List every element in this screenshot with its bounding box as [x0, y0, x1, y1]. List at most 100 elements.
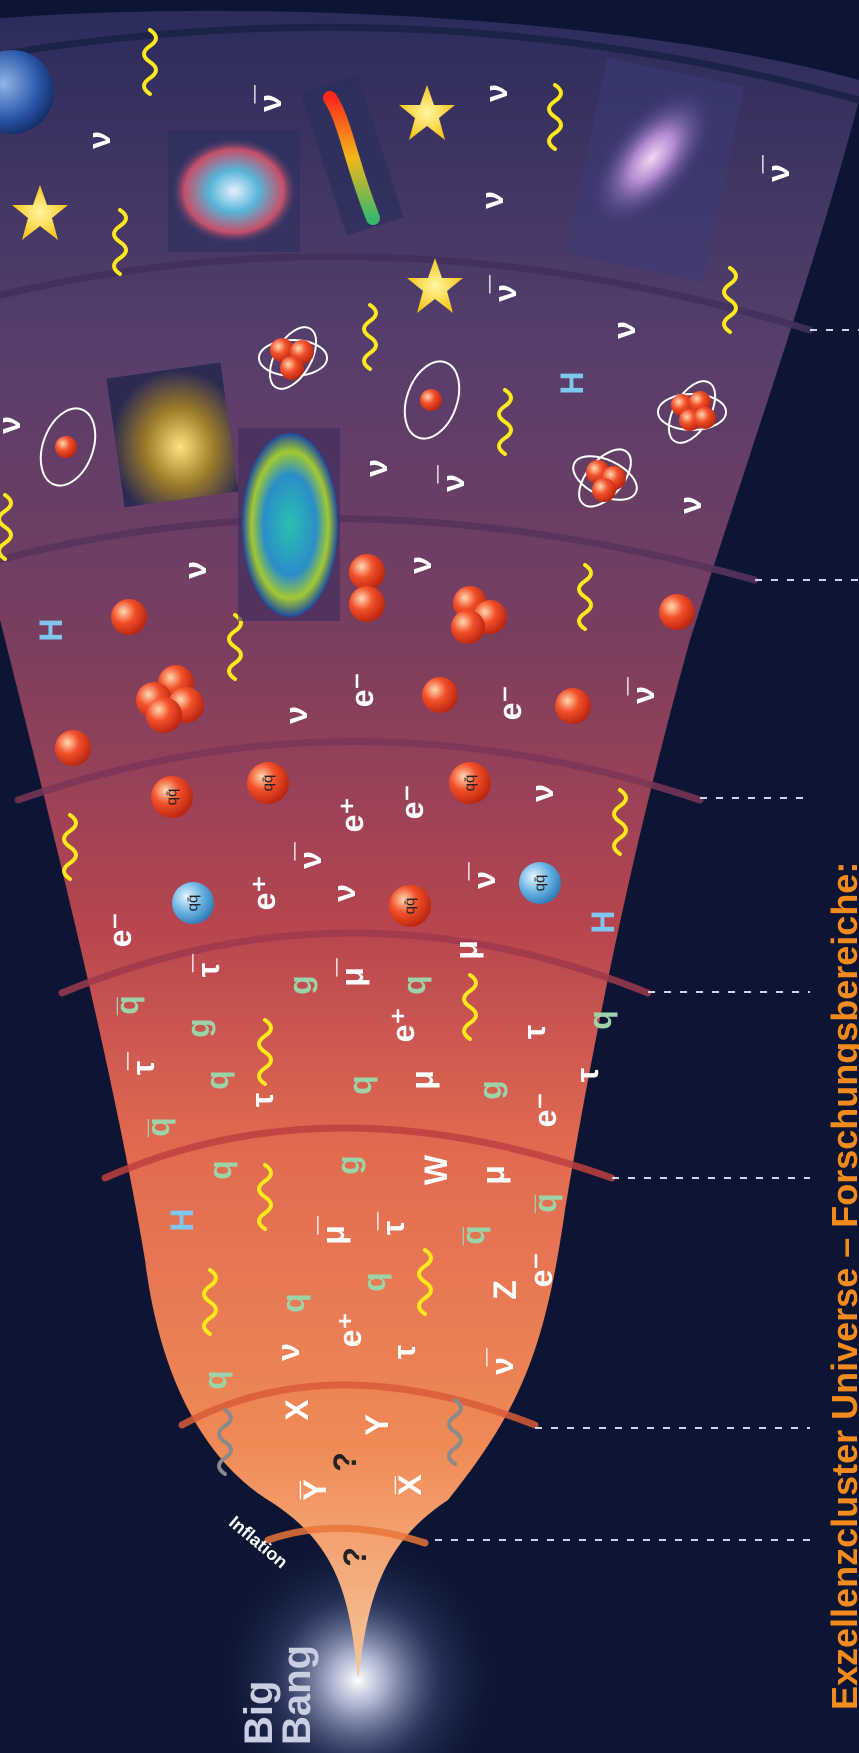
particle-symbol: ?	[327, 1452, 363, 1472]
particle-symbol: g	[180, 1018, 216, 1038]
particle-symbol: ν	[524, 784, 560, 802]
hadron-quark-label: qq̄	[260, 775, 277, 792]
hadron	[449, 762, 491, 804]
photon	[547, 83, 563, 151]
era-arc-nucleosynthesis-end	[0, 515, 759, 584]
star	[12, 185, 68, 240]
particle-symbol: q	[197, 1370, 233, 1390]
big-bang-line1: Big	[237, 1680, 281, 1745]
galaxy-image	[589, 88, 715, 228]
particle-symbol: e⁻	[523, 1253, 559, 1288]
particle-symbol: q	[356, 1272, 392, 1292]
photon	[257, 1018, 273, 1086]
particle-symbol: q	[202, 1160, 238, 1180]
particle-symbol: μ	[448, 940, 484, 960]
proton	[55, 436, 77, 458]
grey-boson	[217, 1408, 233, 1476]
particle-symbol: τ	[516, 1025, 552, 1039]
particle-symbol: g	[330, 1155, 366, 1175]
earth-image	[0, 50, 54, 134]
jet-image	[323, 91, 380, 225]
particle-symbol: ν	[0, 416, 27, 434]
particle-symbol: q	[342, 1075, 378, 1095]
particle-symbol: e⁻	[394, 785, 430, 820]
particle-symbol: ν	[474, 191, 510, 209]
particle-symbol: H	[164, 1208, 200, 1231]
particle-symbol: e⁻	[344, 673, 380, 708]
particle-symbol: q	[275, 1293, 311, 1313]
meson	[519, 862, 561, 904]
galaxy-cluster-image	[106, 362, 239, 508]
particle-symbol: X	[279, 1399, 315, 1421]
particle-symbol: W	[418, 1154, 454, 1185]
particle-symbol: Y̅	[297, 1479, 333, 1500]
proton	[420, 389, 442, 411]
hadron-quark-label: qq̄	[185, 895, 202, 912]
particle-symbol: τ	[386, 1345, 422, 1359]
grey-boson	[447, 1398, 463, 1466]
hadron-quark-label: qq̄	[462, 775, 479, 792]
proton	[659, 594, 695, 630]
atom-orbit	[39, 407, 97, 487]
proton	[111, 599, 147, 635]
proton	[422, 677, 458, 713]
era-arc-gut-end	[178, 1381, 539, 1429]
era-arc-present	[0, 23, 859, 104]
particle-symbol: e⁺	[385, 1008, 421, 1043]
photon	[462, 973, 478, 1041]
photon	[0, 493, 13, 561]
photon	[227, 613, 243, 681]
particle-symbol: ν	[402, 556, 438, 574]
particle-symbol: ν	[326, 884, 362, 902]
particle-symbol: H	[554, 371, 590, 394]
particle-symbol: e⁺	[334, 798, 370, 833]
page-title: Exzellenzcluster Universe – Forschungsbe…	[824, 861, 859, 1710]
era-boundaries	[0, 23, 859, 1547]
particle-symbol: q	[582, 1010, 618, 1030]
hadron-group	[151, 762, 561, 927]
era-guide-lines	[435, 329, 859, 1541]
particle-symbol: q̅	[109, 995, 145, 1016]
grey-boson-group	[217, 1398, 463, 1476]
era-arc-quark-end	[58, 929, 652, 997]
particle-symbol: g	[282, 975, 318, 995]
particle-symbol: ν	[606, 321, 642, 339]
particle-symbol: g	[472, 1080, 508, 1100]
particle-symbol: H	[585, 910, 621, 933]
particle-symbol: Y	[359, 1414, 395, 1435]
photon	[112, 208, 128, 276]
era-arc-inflation-end	[264, 1524, 429, 1547]
hadron	[151, 776, 193, 818]
star	[399, 85, 455, 140]
photon	[142, 28, 158, 96]
era-arc-electroweak-end	[101, 1124, 616, 1182]
deuteron	[349, 554, 385, 590]
photon	[577, 563, 593, 631]
particle-symbol: X̅	[392, 1474, 428, 1496]
particle-symbol: q	[199, 1070, 235, 1090]
photon	[202, 1268, 218, 1336]
particle-symbol: ν	[177, 561, 213, 579]
particle-symbol: μ	[475, 1165, 511, 1185]
star	[407, 258, 463, 313]
photon	[497, 388, 513, 456]
hadron-quark-label: qq̄	[532, 875, 549, 892]
particle-symbol: e⁻	[527, 1093, 563, 1128]
proton	[555, 688, 591, 724]
photon	[62, 813, 78, 881]
proton	[55, 730, 91, 766]
cmb-image	[242, 433, 338, 617]
particle-symbol: q̅	[527, 1193, 563, 1214]
photon	[257, 1163, 273, 1231]
particle-symbol: ν	[672, 496, 708, 514]
meson	[172, 882, 214, 924]
particle-symbol: Z	[487, 1280, 523, 1300]
hadron	[389, 885, 431, 927]
particle-symbol: e⁻	[102, 913, 138, 948]
atom-orbit	[403, 360, 461, 440]
hadron-quark-label: qq̄	[164, 789, 181, 806]
era-arc-hadron-end	[14, 738, 704, 804]
crab-nebula-image	[172, 139, 296, 243]
